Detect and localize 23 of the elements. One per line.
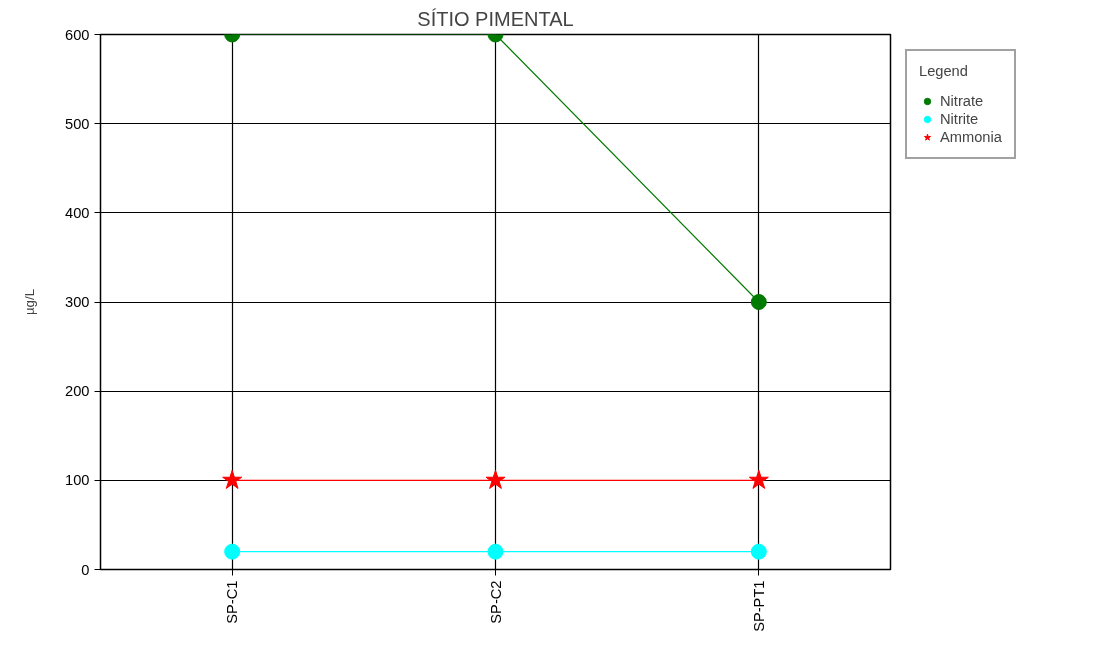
y-tick-label: 300 <box>65 294 90 310</box>
chart-title: SÍTIO PIMENTAL <box>417 7 574 30</box>
y-tick-label: 0 <box>81 561 90 578</box>
y-axis-title: µg/L <box>22 288 38 316</box>
y-tick-label: 600 <box>65 26 90 43</box>
point <box>487 543 504 560</box>
x-tick-label: SP-C2 <box>487 580 504 624</box>
y-tick-label: 100 <box>65 472 90 489</box>
point <box>750 543 767 560</box>
point <box>222 469 243 489</box>
legend-label: Nitrite <box>940 111 979 127</box>
y-tick-label: 200 <box>65 383 90 400</box>
legend-label: Ammonia <box>940 129 1002 145</box>
legend-title: Legend <box>919 63 969 79</box>
x-tick-label: SP-C1 <box>224 580 241 624</box>
legend-label: Nitrate <box>940 93 984 109</box>
y-tick-label: 400 <box>65 204 90 221</box>
point <box>224 543 241 560</box>
point <box>750 294 767 310</box>
x-tick-label: SP-PT1 <box>750 580 767 632</box>
y-tick-label: 500 <box>65 115 90 132</box>
point <box>748 469 769 489</box>
point <box>485 469 506 489</box>
